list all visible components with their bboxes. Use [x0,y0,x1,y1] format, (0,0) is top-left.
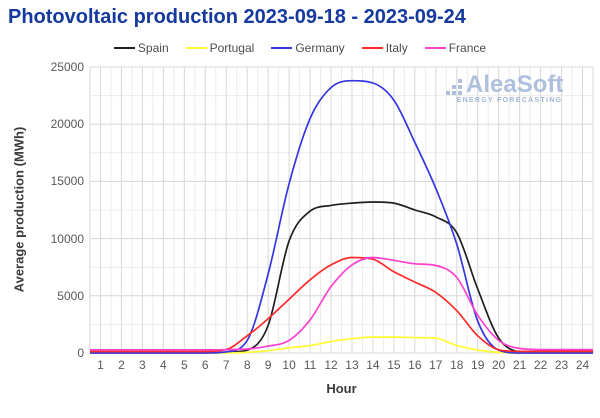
aleasoft-logo-text: AleaSoft [466,71,564,98]
x-tick-label: 7 [222,358,230,372]
legend-swatch-spain [113,47,135,49]
x-tick-label: 2 [118,358,125,372]
x-tick-label: 11 [303,358,317,372]
legend-label-france: France [448,41,487,55]
legend-label-germany: Germany [295,41,345,55]
x-tick-label: 5 [180,358,188,372]
legend-swatch-france [424,47,446,49]
x-tick-label: 21 [512,358,527,372]
y-tick-label: 5000 [57,288,84,303]
legend: Spain Portugal Germany Italy France [0,41,600,55]
x-tick-label: 16 [408,358,422,372]
x-tick-label: 6 [201,358,209,372]
chart-title: Photovoltaic production 2023-09-18 - 202… [8,6,466,28]
legend-label-italy: Italy [385,41,408,55]
x-axis-title: Hour [326,381,357,396]
y-tick-label: 25000 [50,60,84,74]
y-tick-label: 10000 [50,231,84,246]
x-tick-label: 19 [471,358,485,372]
x-tick-label: 10 [282,358,296,372]
y-tick-label: 0 [77,346,84,360]
y-axis-title: Average production (MWh) [11,126,27,293]
legend-item-spain: Spain [113,41,169,55]
legend-item-portugal: Portugal [185,41,255,55]
x-tick-label: 3 [139,358,146,372]
series-line-italy [90,256,593,353]
legend-item-france: France [424,41,487,55]
aleasoft-logo-subtitle: ENERGY FORECASTING [456,97,563,104]
legend-swatch-italy [361,47,383,49]
legend-swatch-germany [271,47,293,49]
x-tick-label: 14 [366,358,380,372]
x-tick-label: 15 [387,358,401,372]
aleasoft-logo-icon [446,79,462,95]
aleasoft-logo: AleaSoft ENERGY FORECASTING [446,71,564,104]
legend-item-germany: Germany [271,41,345,55]
x-tick-label: 1 [97,358,104,372]
x-tick-label: 12 [324,358,338,372]
x-tick-label: 13 [345,358,359,372]
x-tick-label: 8 [243,358,251,372]
legend-label-spain: Spain [137,41,169,55]
x-tick-label: 23 [554,358,569,372]
x-tick-label: 9 [264,358,272,372]
legend-swatch-portugal [185,47,207,49]
series-line-germany [90,79,593,354]
x-tick-label: 18 [450,358,464,372]
x-tick-label: 20 [492,358,506,372]
legend-label-portugal: Portugal [209,41,255,55]
x-tick-label: 22 [533,358,548,372]
x-tick-label: 4 [160,358,167,372]
x-tick-label: 17 [429,358,443,372]
x-tick-label: 24 [575,358,590,372]
y-tick-label: 15000 [50,174,84,189]
plot-frame [89,66,594,354]
y-tick-label: 20000 [50,117,84,132]
legend-item-italy: Italy [361,41,408,55]
series-line-france [90,256,593,351]
